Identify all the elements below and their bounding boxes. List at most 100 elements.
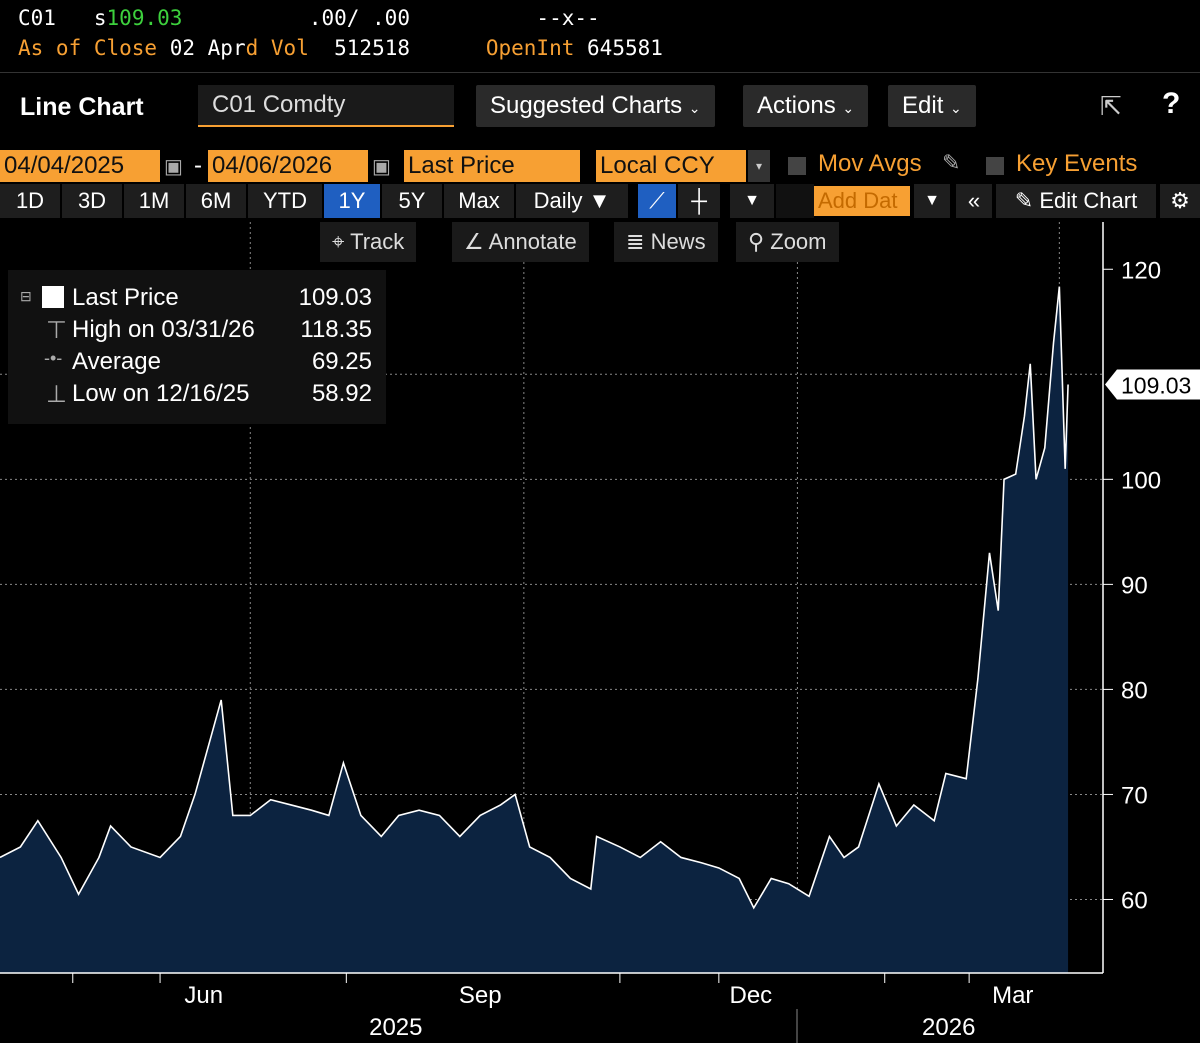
period-1m[interactable]: 1M — [124, 184, 184, 218]
vol-label: Vol — [270, 36, 309, 60]
last-price: 109.03 — [106, 6, 183, 30]
legend-low-label: Low on 12/16/25 — [72, 380, 250, 407]
edit-label: Edit — [902, 92, 944, 119]
track-label: Track — [350, 229, 405, 254]
asof-date: 02 Apr — [169, 36, 246, 60]
x-tick-label: Sep — [459, 982, 502, 1009]
average-marker-icon: -•- — [44, 348, 63, 368]
bid-ask: .00/ .00 — [308, 6, 410, 30]
period-max[interactable]: Max — [444, 184, 514, 218]
legend-average-value: 69.25 — [311, 348, 372, 375]
y-tick-label: 100 — [1121, 467, 1161, 494]
key-events-label: Key Events — [1016, 150, 1138, 177]
news-button[interactable]: ≣ News — [614, 222, 718, 262]
period-1d[interactable]: 1D — [0, 184, 60, 218]
legend-low-value: 58.92 — [311, 380, 372, 407]
last-price-swatch — [42, 286, 64, 308]
x-tick-label: Dec — [730, 982, 773, 1009]
mov-avgs-checkbox[interactable] — [788, 157, 806, 175]
range-dash: - — [194, 152, 202, 179]
quote-line: C01 s109.03 .00/ .00 --x-- — [18, 6, 600, 30]
period-1y[interactable]: 1Y — [324, 184, 380, 218]
y-tick-label: 120 — [1121, 257, 1161, 284]
line-chart-icon[interactable]: ⟋ — [638, 184, 676, 218]
ticker: C01 — [18, 6, 56, 30]
end-date-input[interactable]: 04/06/2026 — [208, 150, 368, 182]
frequency-select[interactable]: Daily ▼ — [516, 184, 628, 218]
settings-gear-icon[interactable]: ⚙ — [1160, 184, 1200, 218]
year-label: 2025 — [369, 1014, 422, 1041]
asof-line: As of Close 02 Aprd Vol 512518 OpenInt 6… — [18, 36, 663, 60]
help-button[interactable]: ? — [1162, 87, 1181, 120]
calendar-icon[interactable]: ▣ — [164, 156, 183, 178]
chart-toolbar: Line Chart C01 Comdty Suggested Charts ⌄… — [0, 72, 1200, 140]
y-tick-label: 70 — [1121, 782, 1148, 809]
bid-ask-size: --x-- — [536, 6, 600, 30]
edit-button[interactable]: Edit ⌄ — [888, 85, 976, 127]
news-list-icon: ≣ — [626, 229, 645, 254]
x-tick-label: Jun — [184, 982, 223, 1009]
chevron-down-icon: ⌄ — [842, 100, 855, 116]
price-line — [0, 286, 1069, 910]
track-button[interactable]: ⌖ Track — [320, 222, 417, 262]
period-6m[interactable]: 6M — [186, 184, 246, 218]
collapse-box-icon[interactable]: ⊟ — [20, 288, 32, 304]
annotate-pen-icon: ∠ — [464, 229, 484, 254]
openint-label: OpenInt — [485, 36, 575, 60]
suggested-charts-button[interactable]: Suggested Charts ⌄ — [476, 85, 715, 127]
price-prefix: s — [93, 6, 107, 30]
legend-average-label: Average — [72, 348, 161, 375]
legend-high-value: 118.35 — [300, 316, 372, 343]
collapse-icon[interactable]: « — [956, 184, 992, 218]
price-area — [0, 286, 1069, 973]
period-3d[interactable]: 3D — [62, 184, 122, 218]
period-ytd[interactable]: YTD — [248, 184, 322, 218]
open-interest: 645581 — [587, 36, 663, 60]
x-tick-label: Mar — [992, 982, 1033, 1009]
current-price-label: 109.03 — [1121, 372, 1191, 398]
field-select[interactable]: Last Price — [404, 150, 580, 182]
pencil-icon: ✎ — [1014, 188, 1034, 213]
legend-last-label: Last Price — [72, 284, 179, 311]
period-5y[interactable]: 5Y — [382, 184, 442, 218]
crosshair-icon: ⌖ — [332, 229, 345, 254]
low-marker-icon: ⊥ — [46, 381, 67, 408]
chart-title: Line Chart — [20, 93, 144, 121]
actions-label: Actions — [757, 92, 836, 119]
spacer — [776, 184, 814, 218]
high-marker-icon: ⊤ — [46, 317, 67, 344]
asof-suffix: d — [245, 36, 259, 60]
key-events-checkbox[interactable] — [986, 157, 1004, 175]
pencil-icon[interactable]: ✎ — [942, 150, 961, 175]
y-tick-label: 90 — [1121, 572, 1148, 599]
chevron-down-icon: ⌄ — [688, 100, 701, 116]
news-label: News — [650, 229, 706, 254]
more-dropdown-icon[interactable]: ▼ — [730, 184, 774, 218]
add-data-input[interactable]: Add Dat — [814, 186, 910, 216]
dropdown-arrow-icon[interactable]: ▾ — [748, 150, 770, 182]
edit-chart-button[interactable]: ✎ Edit Chart — [996, 184, 1156, 218]
legend-high-label: High on 03/31/26 — [72, 316, 255, 343]
year-label: 2026 — [922, 1014, 975, 1041]
edit-chart-label: Edit Chart — [1039, 188, 1138, 213]
actions-button[interactable]: Actions ⌄ — [743, 85, 869, 127]
suggested-label: Suggested Charts — [490, 92, 683, 119]
annotate-label: Annotate — [488, 229, 577, 254]
magnifier-icon: ⚲ — [748, 229, 765, 254]
currency-select[interactable]: Local CCY — [596, 150, 746, 182]
mov-avgs-label: Mov Avgs — [818, 150, 922, 177]
bar-chart-icon[interactable]: ┼ — [678, 184, 720, 218]
current-price-tag — [1105, 369, 1200, 400]
start-date-input[interactable]: 04/04/2025 — [0, 150, 160, 182]
export-icon[interactable]: ⇱ — [1100, 91, 1122, 121]
zoom-button[interactable]: ⚲ Zoom — [736, 222, 839, 262]
security-input[interactable]: C01 Comdty — [198, 85, 454, 127]
zoom-label: Zoom — [770, 229, 827, 254]
annotate-button[interactable]: ∠ Annotate — [452, 222, 589, 262]
add-data-dropdown-icon[interactable]: ▼ — [914, 184, 950, 218]
calendar-icon[interactable]: ▣ — [372, 156, 391, 178]
volume: 512518 — [334, 36, 410, 60]
legend-last-value: 109.03 — [298, 284, 372, 311]
chevron-down-icon: ⌄ — [950, 100, 962, 116]
